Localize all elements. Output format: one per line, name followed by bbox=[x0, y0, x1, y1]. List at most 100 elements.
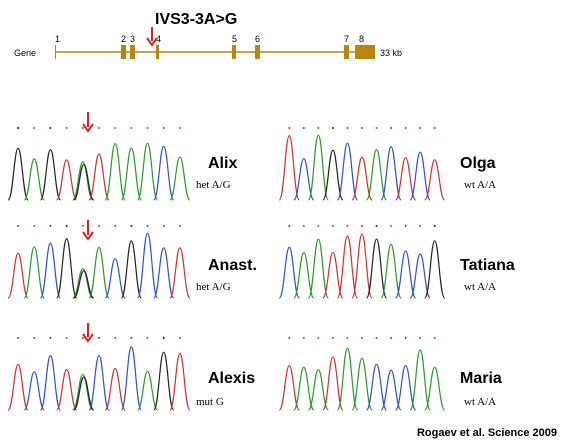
exon-number: 3 bbox=[130, 34, 135, 44]
trace-peak bbox=[121, 241, 141, 298]
base-dot bbox=[419, 225, 421, 227]
base-dot bbox=[346, 225, 348, 227]
base-dot bbox=[147, 127, 149, 129]
base-dot bbox=[332, 225, 334, 227]
base-dot bbox=[49, 225, 51, 227]
trace-peak bbox=[308, 135, 328, 200]
base-dot bbox=[288, 127, 290, 129]
sample-name: Tatiana bbox=[460, 257, 515, 274]
trace-peak bbox=[40, 356, 60, 410]
trace-peak bbox=[138, 143, 158, 200]
base-dot bbox=[130, 337, 132, 339]
trace-peak bbox=[105, 259, 125, 298]
base-dot bbox=[98, 225, 100, 227]
trace-peak bbox=[425, 241, 445, 298]
citation: Rogaev et al. Science 2009 bbox=[417, 427, 557, 439]
base-dot bbox=[346, 337, 348, 339]
trace-peak bbox=[121, 347, 141, 410]
base-dot bbox=[434, 127, 436, 129]
trace-peak bbox=[279, 136, 299, 200]
figure: IVS3-3A>G Gene 33 kb Rogaev et al. Scien… bbox=[0, 0, 577, 443]
base-dot bbox=[179, 337, 181, 339]
base-dot bbox=[303, 127, 305, 129]
exon bbox=[55, 45, 56, 59]
trace-peak bbox=[121, 148, 141, 200]
exon-number: 8 bbox=[359, 34, 364, 44]
base-dot bbox=[66, 127, 68, 129]
base-dot bbox=[163, 127, 165, 129]
trace-peak bbox=[170, 157, 190, 200]
base-dot bbox=[390, 337, 392, 339]
trace-peak bbox=[279, 247, 299, 298]
trace-peak bbox=[410, 152, 430, 200]
base-dot bbox=[434, 337, 436, 339]
trace-peak bbox=[170, 354, 190, 410]
exon-number: 2 bbox=[121, 34, 126, 44]
exon bbox=[344, 45, 349, 59]
base-dot bbox=[288, 337, 290, 339]
trace-peak bbox=[381, 244, 401, 298]
trace-peak bbox=[73, 374, 93, 410]
gene-label: Gene bbox=[14, 48, 36, 58]
base-dot bbox=[179, 225, 181, 227]
exon bbox=[232, 45, 236, 59]
base-dot bbox=[147, 225, 149, 227]
trace-peak bbox=[24, 372, 44, 410]
base-dot bbox=[317, 225, 319, 227]
base-dot bbox=[33, 337, 35, 339]
trace-peak bbox=[170, 248, 190, 298]
genotype: het A/G bbox=[196, 179, 231, 191]
sample-name: Anast. bbox=[208, 257, 257, 274]
base-dot bbox=[114, 127, 116, 129]
base-dot bbox=[317, 337, 319, 339]
base-dot bbox=[66, 337, 68, 339]
base-dot bbox=[130, 127, 132, 129]
base-dot bbox=[332, 127, 334, 129]
trace-peak bbox=[410, 350, 430, 410]
genotype: het A/G bbox=[196, 281, 231, 293]
trace-peak bbox=[105, 144, 125, 200]
trace-peak bbox=[138, 371, 158, 410]
sample-name: Alexis bbox=[208, 370, 255, 387]
base-dot bbox=[82, 225, 84, 227]
gene-length: 33 kb bbox=[380, 48, 402, 58]
base-dot bbox=[390, 225, 392, 227]
base-dot bbox=[419, 337, 421, 339]
sample-name: Alix bbox=[208, 155, 237, 172]
exon-number: 1 bbox=[55, 34, 60, 44]
exon bbox=[156, 45, 159, 59]
base-dot bbox=[288, 225, 290, 227]
trace-peak bbox=[337, 143, 357, 200]
genotype: mut G bbox=[196, 396, 224, 408]
base-dot bbox=[33, 225, 35, 227]
exon bbox=[355, 45, 375, 59]
base-dot bbox=[434, 225, 436, 227]
trace-peak bbox=[57, 369, 77, 410]
trace-peak bbox=[154, 352, 174, 410]
exon-number: 5 bbox=[232, 34, 237, 44]
base-dot bbox=[98, 337, 100, 339]
base-dot bbox=[33, 127, 35, 129]
base-dot bbox=[303, 337, 305, 339]
trace-peak bbox=[40, 243, 60, 298]
trace-peak bbox=[337, 348, 357, 410]
trace-peak bbox=[40, 150, 60, 200]
genotype: wt A/A bbox=[464, 281, 496, 293]
trace-peak bbox=[89, 247, 109, 298]
trace-peak bbox=[24, 159, 44, 200]
trace-peak bbox=[8, 148, 28, 200]
trace-peak bbox=[425, 367, 445, 410]
base-dot bbox=[17, 337, 19, 339]
trace-peak bbox=[73, 162, 93, 200]
sample-name: Olga bbox=[460, 155, 496, 172]
exon bbox=[255, 45, 260, 59]
trace-peak bbox=[352, 234, 372, 298]
base-dot bbox=[82, 127, 84, 129]
trace-peak bbox=[352, 358, 372, 410]
base-dot bbox=[405, 225, 407, 227]
trace-peak bbox=[308, 239, 328, 298]
base-dot bbox=[82, 337, 84, 339]
trace-peak bbox=[89, 154, 109, 200]
base-dot bbox=[49, 127, 51, 129]
base-dot bbox=[17, 225, 19, 227]
